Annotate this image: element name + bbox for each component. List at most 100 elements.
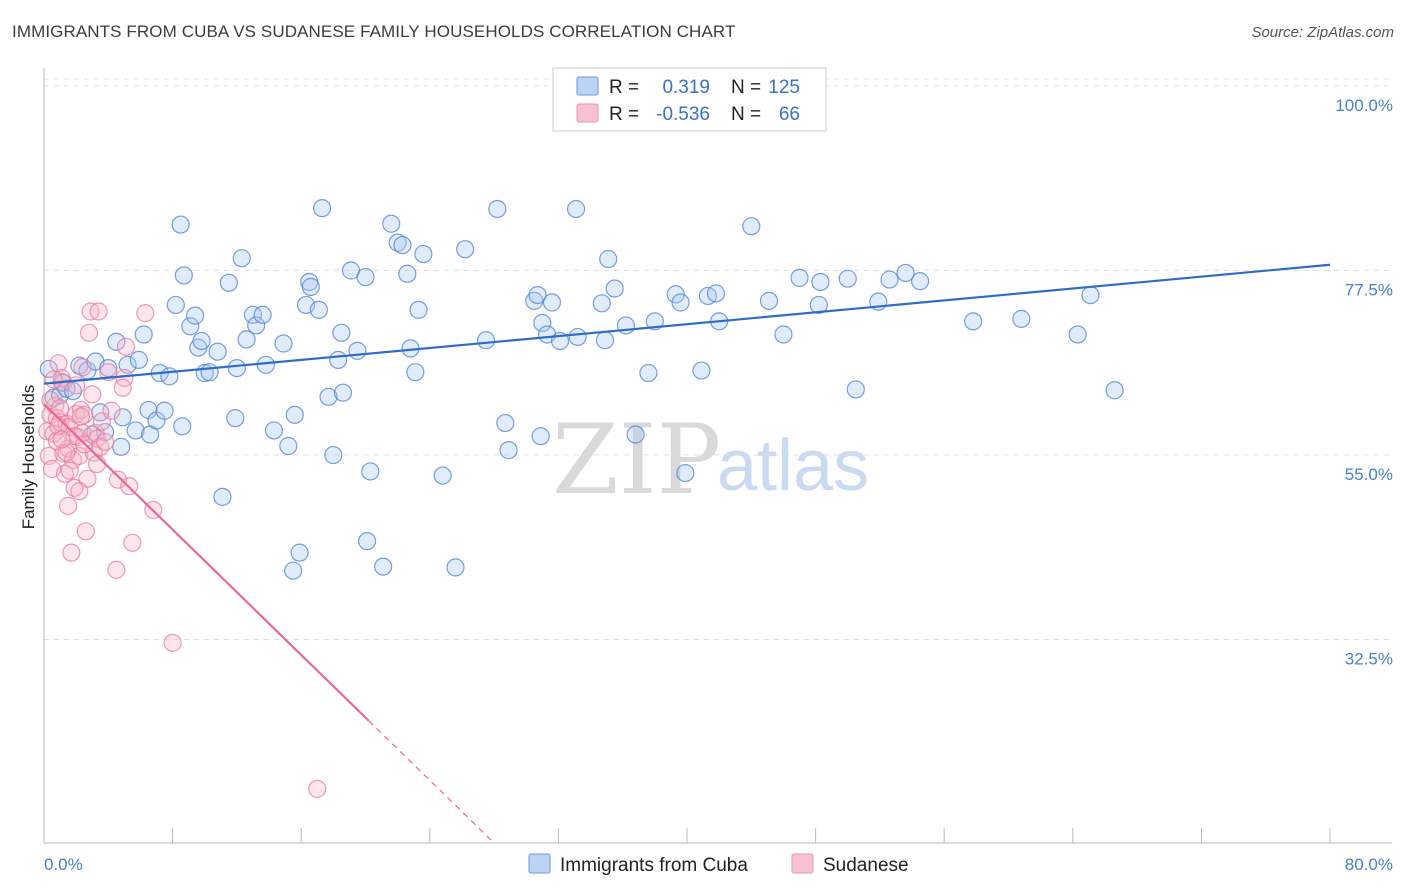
cuba-point-98 [639, 363, 658, 383]
cuba-point-63 [348, 341, 367, 360]
cuba-point-124 [39, 359, 58, 379]
cuba-point-42 [243, 305, 263, 324]
legend-n-value-sudanese: 66 [779, 104, 800, 125]
cuba-point-108 [759, 291, 779, 310]
y-tick-label-0: 32.5% [1345, 649, 1393, 668]
cuba-point-32 [192, 331, 211, 351]
grid-lines [44, 78, 1392, 640]
cuba-point-121 [1068, 325, 1087, 344]
cuba-point-39 [227, 358, 246, 378]
sudanese-point-22 [71, 400, 91, 420]
legend-r-label-cuba: R = [609, 77, 639, 98]
sudanese-point-58 [87, 454, 107, 474]
sudanese-point-45 [163, 633, 182, 652]
cuba-point-95 [605, 279, 624, 298]
sudanese-point-11 [55, 464, 74, 484]
cuba-point-48 [279, 436, 298, 456]
series-legend-label-sudanese: Sudanese [823, 855, 909, 876]
series-legend-swatch-cuba [528, 853, 551, 874]
cuba-point-12 [107, 332, 126, 351]
cuba-point-102 [676, 463, 695, 483]
sudanese-point-7 [49, 354, 68, 373]
cuba-point-114 [846, 380, 865, 399]
cuba-point-27 [173, 417, 192, 436]
cuba-point-86 [533, 313, 552, 333]
y-tick-label-2: 77.5% [1345, 280, 1393, 299]
cuba-point-81 [496, 413, 515, 433]
x-tick-label-0: 0.0% [44, 855, 83, 874]
cuba-point-54 [301, 277, 320, 296]
cuba-point-40 [232, 249, 251, 268]
cuba-point-50 [290, 543, 309, 562]
cuba-point-26 [171, 215, 190, 234]
cuba-point-122 [1081, 285, 1100, 305]
legend-r-value-cuba: 0.319 [662, 77, 710, 98]
chart-title: IMMIGRANTS FROM CUBA VS SUDANESE FAMILY … [12, 22, 736, 41]
sudanese-point-27 [79, 323, 99, 342]
cuba-point-110 [790, 268, 809, 287]
cuba-point-75 [414, 244, 433, 264]
cuba-point-107 [742, 217, 761, 236]
cuba-point-57 [319, 387, 338, 406]
cuba-point-23 [155, 401, 174, 420]
cuba-point-94 [599, 249, 618, 269]
cuba-point-14 [113, 408, 132, 427]
sudanese-point-62 [71, 407, 91, 426]
sudanese-point-25 [76, 522, 95, 541]
cuba-point-65 [361, 462, 380, 481]
cuba-point-16 [126, 421, 145, 440]
cuba-point-68 [382, 214, 401, 233]
cuba-point-76 [433, 466, 452, 485]
sudanese-point-14 [59, 496, 78, 515]
sudanese-point-59 [50, 399, 70, 418]
sudanese-point-55 [44, 370, 63, 389]
legend-n-value-cuba: 125 [768, 77, 800, 98]
cuba-point-34 [200, 363, 219, 382]
cuba-point-44 [253, 305, 272, 324]
cuba-point-103 [692, 361, 711, 380]
cuba-point-85 [531, 427, 550, 446]
cuba-point-37 [219, 273, 238, 292]
cuba-point-79 [476, 331, 496, 350]
cuba-point-84 [528, 285, 547, 305]
cuba-point-105 [706, 284, 726, 303]
cuba-point-38 [226, 409, 245, 428]
cuba-point-118 [910, 272, 930, 291]
series-cuba-points [39, 199, 1124, 580]
cuba-point-43 [247, 316, 266, 335]
sudanese-point-43 [136, 304, 155, 323]
cuba-point-73 [406, 363, 425, 382]
cuba-point-36 [213, 487, 232, 506]
cuba-point-91 [568, 327, 587, 347]
cuba-point-24 [160, 367, 179, 386]
sudanese-point-53 [113, 378, 132, 397]
cuba-point-99 [645, 312, 664, 331]
y-tick-label-1: 55.0% [1345, 465, 1393, 484]
x-tick-label-1: 80.0% [1345, 855, 1393, 874]
trend-line-sudanese [43, 403, 370, 722]
series-legend: Immigrants from Cuba Sudanese [528, 853, 909, 876]
series-legend-label-cuba: Immigrants from Cuba [560, 855, 748, 876]
cuba-point-70 [393, 235, 412, 255]
legend-swatch-sudanese [576, 103, 599, 123]
cuba-point-74 [409, 300, 428, 319]
cuba-point-13 [112, 437, 131, 456]
cuba-point-90 [566, 199, 586, 219]
watermark-zip: ZIP [552, 404, 721, 516]
cuba-point-35 [208, 342, 227, 361]
cuba-point-60 [332, 323, 351, 342]
cuba-point-28 [174, 266, 193, 285]
cuba-point-66 [358, 532, 377, 551]
sudanese-point-52 [95, 432, 115, 452]
cuba-point-46 [264, 421, 283, 440]
cuba-point-109 [774, 325, 793, 344]
cuba-point-101 [671, 293, 690, 312]
legend-n-label-cuba: N = [731, 77, 761, 98]
cuba-point-80 [488, 199, 507, 219]
cuba-point-88 [542, 293, 562, 312]
cuba-point-47 [274, 334, 293, 353]
y-tick-label-3: 100.0% [1335, 96, 1393, 115]
cuba-point-41 [237, 330, 256, 349]
cuba-point-92 [592, 294, 611, 313]
